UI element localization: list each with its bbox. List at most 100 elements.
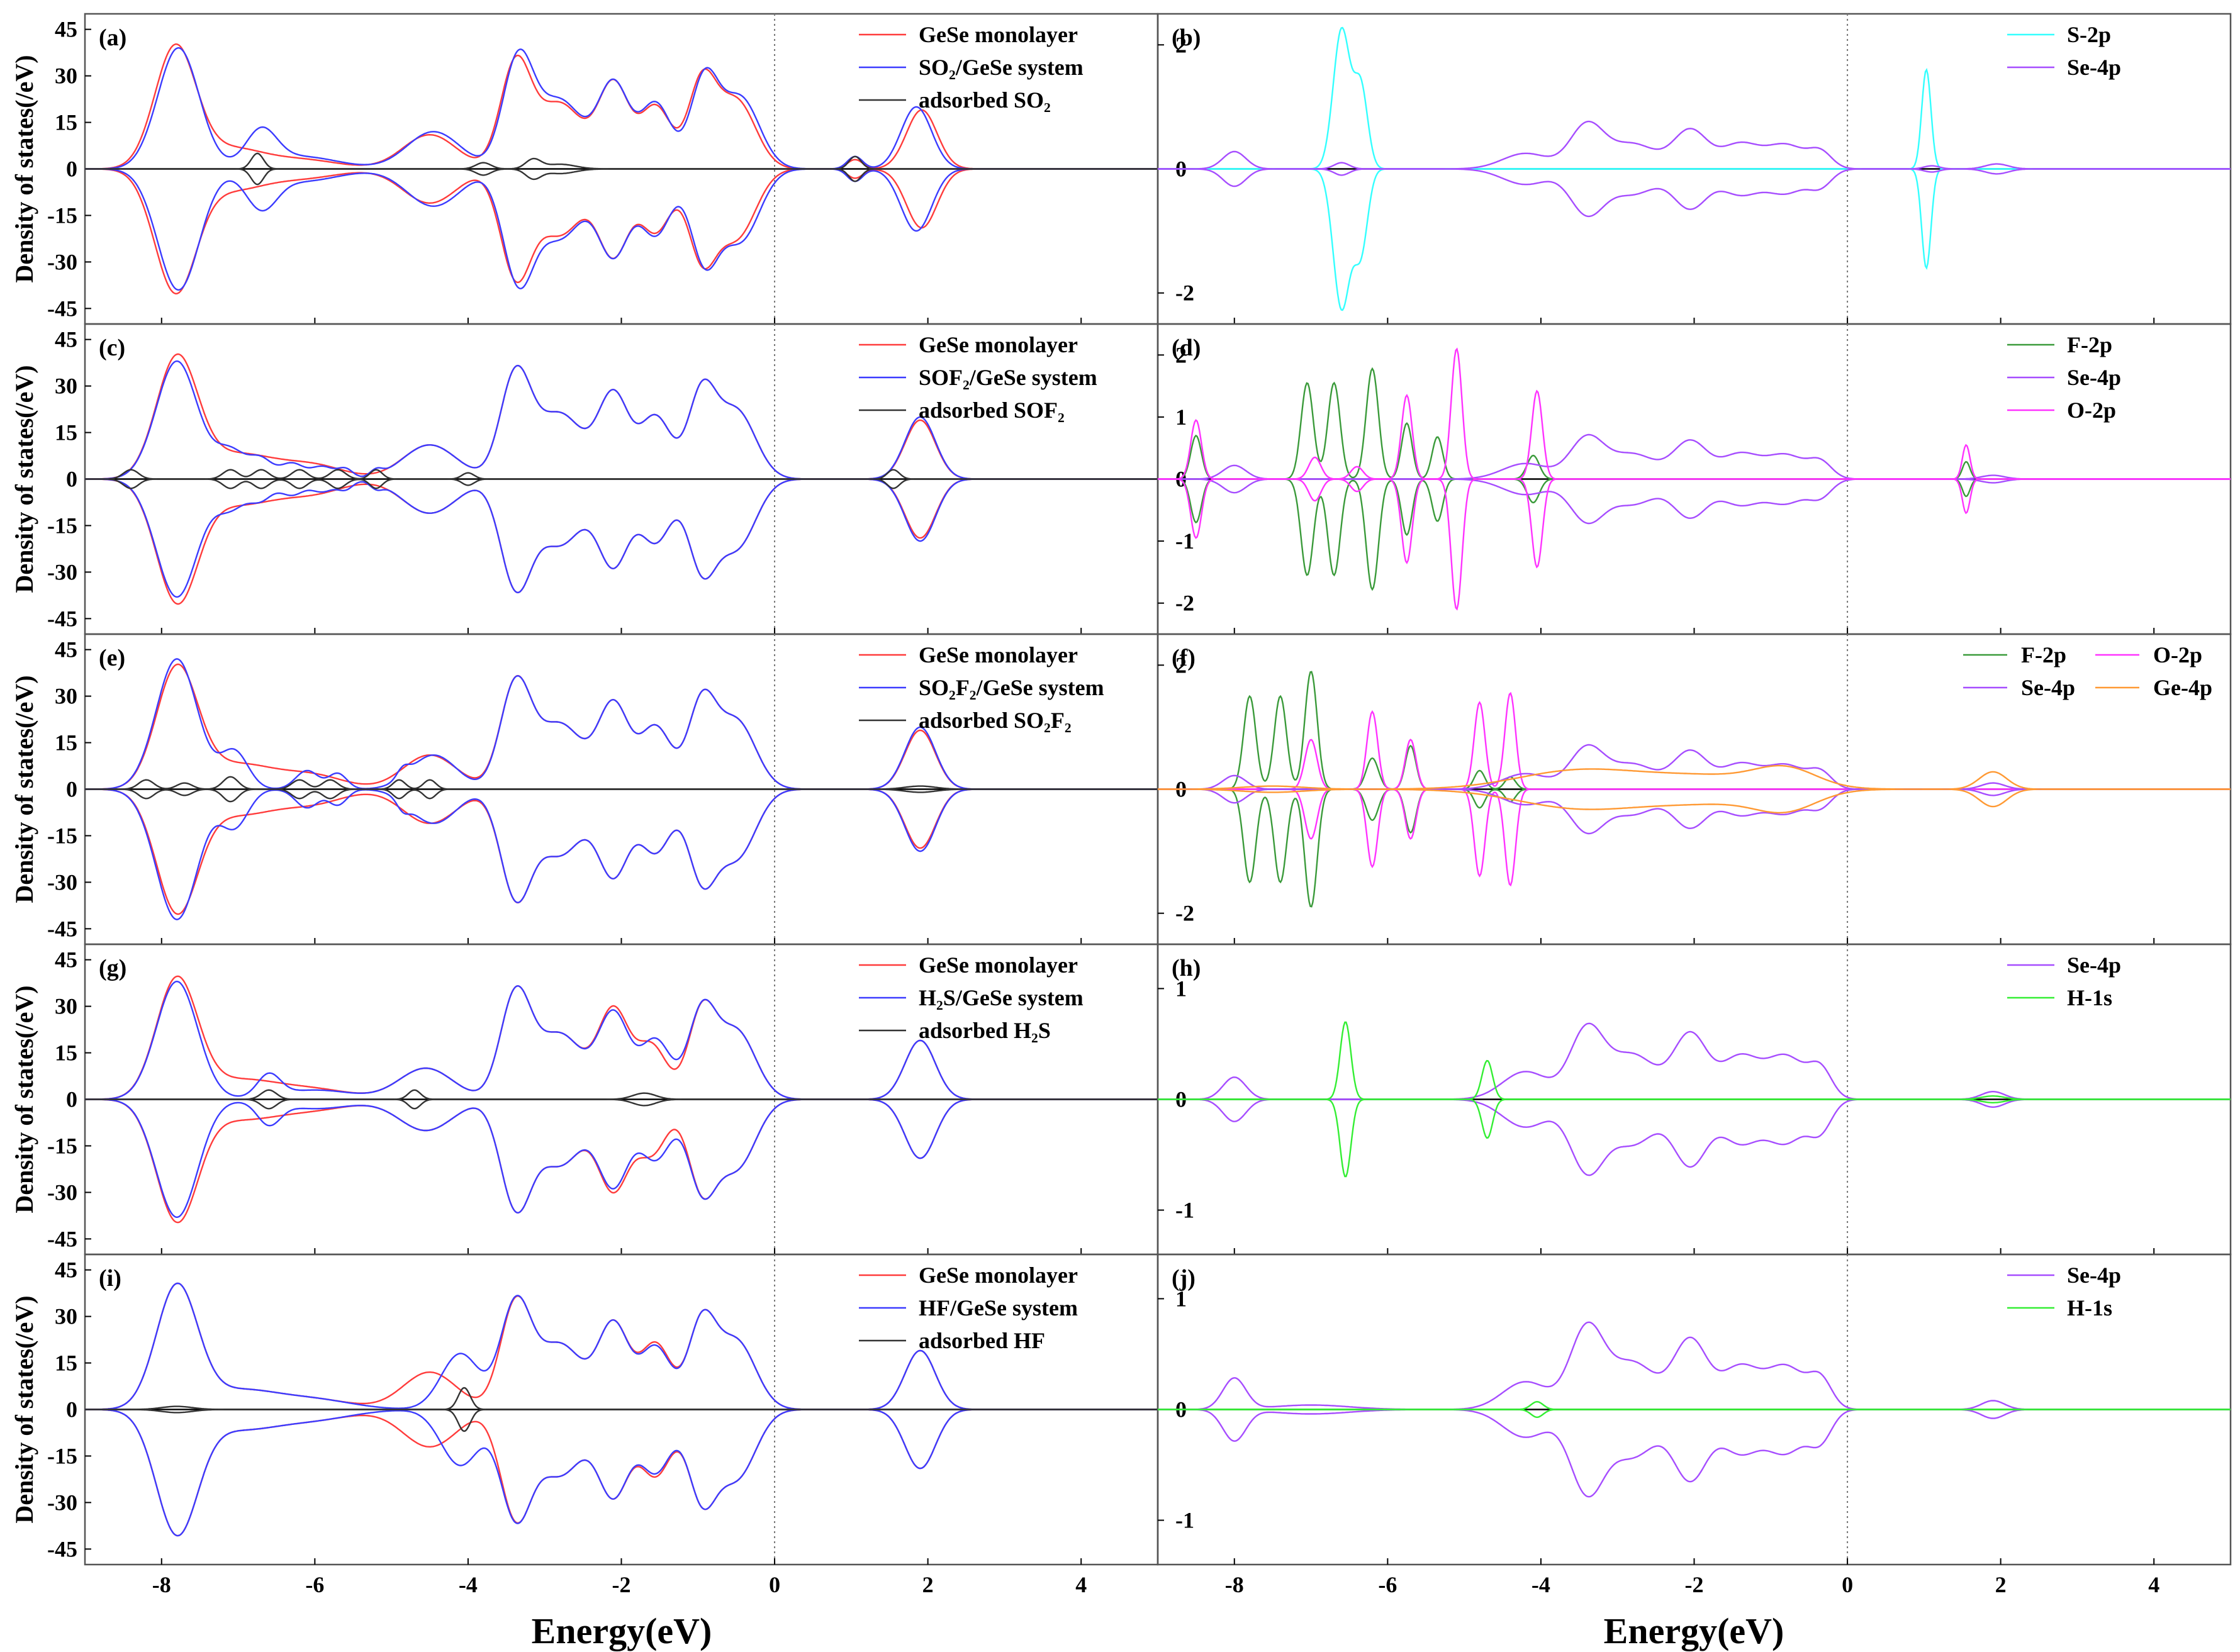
legend-label: H-1s [2067,1295,2112,1320]
panel-label: (j) [1172,1265,1196,1292]
panel-a: 45 30 15 0 -15 -30 -45 (a) GeSe monolayer SO₂/GeS… [10,13,1159,325]
y-tick-label: 30 [55,994,77,1019]
y-tick-label: -2 [1175,281,1194,306]
y-tick-label: 0 [66,1397,77,1422]
legend-label: adsorbed SOF₂ [919,398,1065,423]
series-adsorbed-sof--spin-down [85,478,1158,489]
series-h-1s-spin-down [1158,1409,2231,1419]
series-se-4p-spin-up [1158,1022,2231,1100]
panels-layer: 45 30 15 0 -15 -30 -45 (a) GeSe monolayer SO₂/GeS… [10,13,2232,1597]
series-adsorbed-sof--spin-up [85,469,1158,480]
legend: GeSe monolayer SOF₂/GeSe system adsorbed S… [859,332,1097,423]
y-tick-label: -1 [1175,1508,1194,1533]
x-tick-label: 0 [769,1572,780,1597]
y-tick-label: 2 [1175,32,1187,57]
x-tick-label: 4 [1075,1572,1087,1597]
x-tick-label: -6 [1378,1572,1397,1597]
legend-label: GeSe monolayer [919,642,1078,667]
x-axis-label-left: Energy(eV) [532,1610,712,1651]
series-gese-monolayer-spin-down [85,478,1158,605]
y-axis-label: Density of states(/eV) [10,55,38,282]
panel-label: (c) [99,335,125,361]
series-layer [1158,1321,2231,1498]
y-axis-label: Density of states(/eV) [10,365,38,593]
y-tick-label: 30 [55,1304,77,1329]
y-tick-label: 30 [55,374,77,399]
y-tick-label: 15 [55,110,77,135]
series-sof-gese-system-spin-down [85,478,1158,598]
legend-label: GeSe monolayer [919,1263,1078,1288]
x-tick-label: 2 [1995,1572,2007,1597]
y-tick-label: -30 [47,249,77,274]
series-h-s-gese-system-spin-down [85,1098,1158,1219]
panel-i: 45 30 15 0 -15 -30 -45 -8 -6 -4 -2 0 2 4 (i) GeSe monol… [10,1253,1159,1597]
panel-e: 45 30 15 0 -15 -30 -45 (e) GeSe monolayer SO₂F₂/G… [10,633,1159,946]
series-adsorbed-hf-spin-down [85,1409,1158,1432]
y-tick-label: -15 [47,1133,77,1158]
legend-label: H-1s [2067,985,2112,1010]
panel-label: (d) [1172,335,1201,361]
legend-label: Se-4p [2067,55,2121,80]
legend-label: adsorbed SO₂F₂ [919,708,1072,733]
y-axis-label: Density of states(/eV) [10,675,38,903]
series-layer [85,1282,1158,1537]
x-tick-label: -2 [612,1572,631,1597]
y-tick-label: -30 [47,559,77,584]
y-tick-label: 15 [55,730,77,756]
y-tick-label: 2 [1175,652,1187,678]
y-tick-label: -30 [47,869,77,895]
y-tick-label: -1 [1175,1198,1194,1223]
legend-label: Se-4p [2021,675,2075,700]
x-tick-label: -4 [1532,1572,1550,1597]
panel-h: 10-1(h) Se-4pH-1s [1156,943,2232,1256]
legend-label: Se-4p [2067,365,2121,390]
series-s-2p-spin-down [1158,168,2231,311]
y-tick-label: 1 [1175,405,1187,430]
legend-label: adsorbed H₂S [919,1018,1051,1043]
legend-label: H₂S/GeSe system [919,985,1084,1010]
legend-label: GeSe monolayer [919,332,1078,357]
y-axis-label: Density of states(/eV) [10,985,38,1213]
y-tick-label: -15 [47,513,77,538]
y-tick-label: -1 [1175,528,1194,554]
series-se-4p-spin-down [1158,1098,2231,1176]
x-tick-label: 2 [922,1572,934,1597]
y-tick-label: -45 [47,1536,77,1561]
y-tick-label: -15 [47,1443,77,1468]
panel-j: 10-1-8 -6 -4 -2 0 2 4(j) Se-4pH-1s [1156,1253,2232,1597]
y-tick-label: 45 [55,1258,77,1283]
y-tick-label: -15 [47,203,77,228]
legend-label: adsorbed HF [919,1328,1045,1353]
y-tick-label: 0 [66,777,77,802]
y-tick-label: 15 [55,1351,77,1376]
x-tick-label: -8 [152,1572,171,1597]
series-se-4p-spin-down [1158,168,2231,218]
series-adsorbed-so--spin-down [85,168,1158,186]
x-tick-label: -4 [459,1572,478,1597]
legend: GeSe monolayer H₂S/GeSe system adsorbed H₂… [859,952,1084,1043]
x-tick-label: 4 [2148,1572,2159,1597]
x-tick-label: -8 [1225,1572,1244,1597]
legend-label: SOF₂/GeSe system [919,365,1097,390]
legend-label: O-2p [2153,642,2202,667]
legend-label: SO₂/GeSe system [919,55,1084,80]
series-gese-monolayer-spin-down [85,1098,1158,1224]
panel-label: (a) [99,25,126,51]
legend-label: GeSe monolayer [919,952,1078,978]
series-se-4p-spin-up [1158,120,2231,170]
y-tick-label: -45 [47,296,77,321]
y-tick-label: -30 [47,1490,77,1515]
y-tick-label: 45 [55,947,77,973]
series-layer [1158,1021,2231,1178]
series-layer [85,975,1158,1224]
legend-label: Se-4p [2067,1263,2121,1288]
y-tick-label: -30 [47,1180,77,1205]
panel-label: (i) [99,1265,121,1292]
legend-label: F-2p [2021,642,2066,667]
series-layer [1158,26,2231,311]
y-tick-label: 45 [55,17,77,42]
y-tick-label: -15 [47,823,77,848]
series-ge-4p-spin-down [1158,788,2231,814]
y-tick-label: 30 [55,684,77,709]
